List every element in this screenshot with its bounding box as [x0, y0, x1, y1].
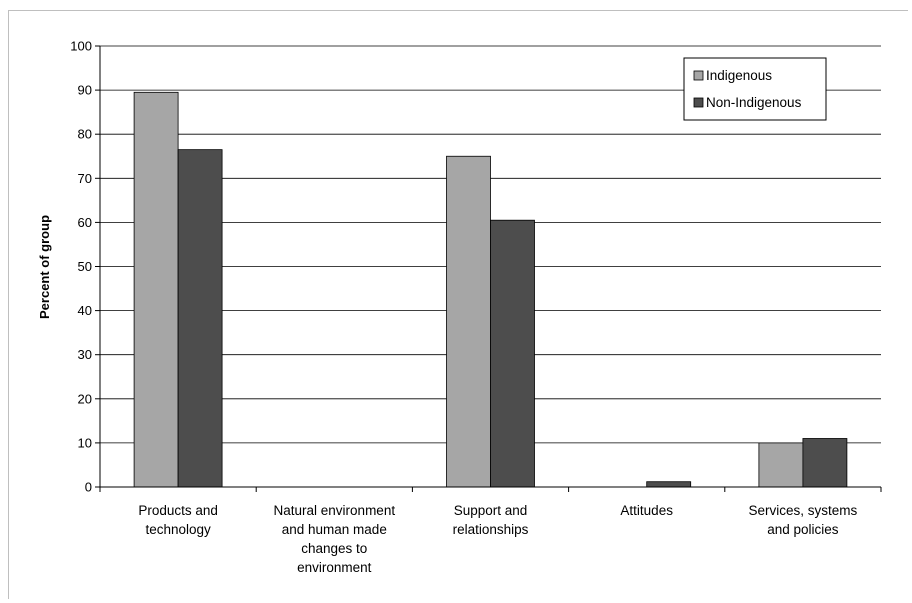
y-tick-labels: 0 10 20 30 40 50 60 70 80 90 100 — [70, 39, 92, 495]
y-tick-label: 80 — [78, 127, 92, 142]
bar-indigenous-4 — [758, 442, 804, 488]
x-category-label: relationships — [453, 522, 529, 537]
y-tick-label: 10 — [78, 435, 92, 450]
x-category-label: and policies — [767, 522, 839, 537]
chart-frame — [8, 10, 908, 599]
y-tick-label: 30 — [78, 347, 92, 362]
y-tick-label: 50 — [78, 259, 92, 274]
legend-label-indigenous: Indigenous — [706, 68, 772, 83]
x-category-label: and human made — [282, 522, 387, 537]
bar-indigenous-2 — [446, 155, 491, 488]
x-category-label: Support and — [454, 503, 528, 518]
bar-non-indigenous-4 — [802, 438, 848, 488]
y-tick-label: 100 — [70, 39, 92, 54]
x-category-label: Attitudes — [620, 503, 673, 518]
x-category-labels: Products and technology Natural environmen… — [138, 503, 857, 575]
x-category-label: Products and — [138, 503, 218, 518]
x-category-label: environment — [297, 560, 372, 575]
legend-swatch-non-indigenous — [693, 97, 704, 108]
x-category-label: Natural environment — [274, 503, 396, 518]
axes — [99, 46, 882, 492]
y-tick-label: 70 — [78, 171, 92, 186]
legend-swatch-indigenous — [693, 70, 704, 81]
legend-box — [683, 57, 827, 121]
x-category-label: changes to — [301, 541, 367, 556]
x-category-label: Services, systems — [749, 503, 858, 518]
y-tick-label: 20 — [78, 391, 92, 406]
bars — [133, 91, 848, 488]
bar-non-indigenous-3 — [646, 481, 692, 488]
legend: Indigenous Non-Indigenous — [683, 57, 827, 121]
y-tick-label: 0 — [85, 480, 92, 495]
y-tick-label: 60 — [78, 215, 92, 230]
bar-non-indigenous-2 — [490, 219, 535, 488]
x-category-label: technology — [145, 522, 211, 537]
y-axis-label: Percent of group — [37, 215, 52, 319]
y-tick-label: 40 — [78, 303, 92, 318]
bar-non-indigenous-0 — [177, 149, 223, 488]
bar-indigenous-0 — [133, 91, 179, 488]
legend-label-non-indigenous: Non-Indigenous — [706, 95, 802, 110]
y-tick-label: 90 — [78, 83, 92, 98]
